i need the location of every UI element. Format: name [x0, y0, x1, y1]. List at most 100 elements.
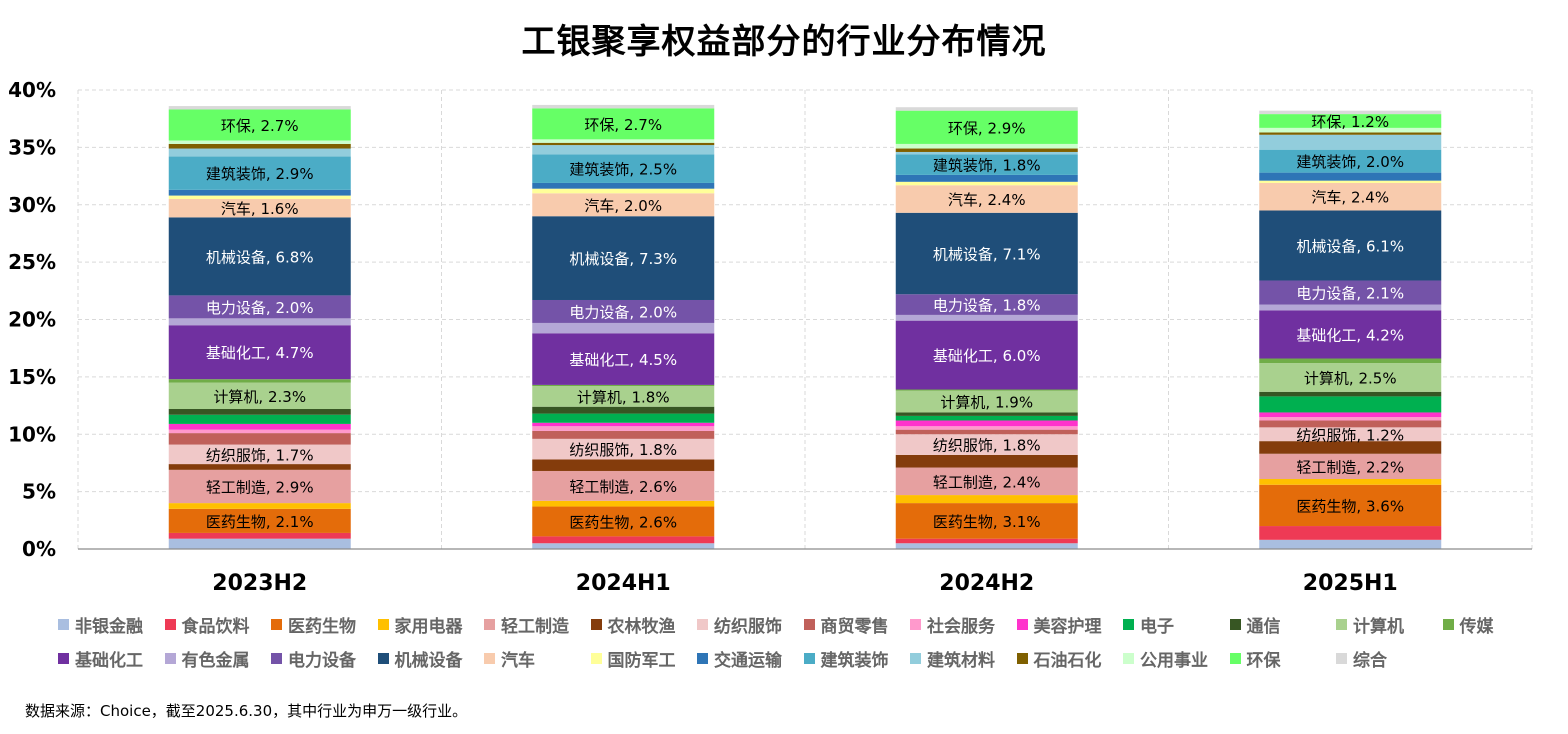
y-tick-label: 30%	[8, 193, 56, 217]
data-label: 计算机, 1.9%	[940, 394, 1033, 412]
bar-segment	[532, 216, 715, 300]
data-label: 环保, 1.2%	[1311, 113, 1389, 131]
bar-segment	[1259, 479, 1442, 485]
data-label: 汽车, 2.4%	[948, 191, 1026, 209]
legend-label: 纺织服饰	[714, 616, 782, 637]
bar-segment	[1259, 396, 1442, 413]
legend-swatch	[803, 652, 815, 664]
data-label: 纺织服饰, 1.7%	[206, 446, 314, 464]
legend-item: 美容护理	[1016, 612, 1102, 637]
bar-segment	[532, 426, 715, 431]
y-tick-label: 15%	[8, 365, 56, 389]
data-label: 基础化工, 4.7%	[206, 344, 314, 362]
legend-swatch	[484, 652, 495, 664]
data-label: 基础化工, 4.2%	[1296, 326, 1404, 344]
bar-segment	[1259, 417, 1442, 421]
bar-segment	[168, 295, 351, 319]
bar-segment	[168, 143, 351, 149]
legend-swatch	[590, 652, 602, 664]
legend-label: 农林牧渔	[607, 616, 676, 637]
legend-item: 建筑装饰	[803, 646, 889, 671]
legend-label: 综合	[1353, 650, 1387, 671]
bar-segment	[895, 143, 1078, 149]
bar-segment	[168, 508, 351, 533]
legend-swatch	[271, 652, 282, 664]
legend-swatch	[1016, 618, 1028, 630]
legend-label: 电子	[1140, 616, 1174, 637]
y-tick-label: 40%	[8, 78, 56, 102]
bar-segment	[532, 193, 715, 217]
legend-label: 有色金属	[181, 650, 250, 671]
legend-item: 商贸零售	[803, 612, 889, 637]
data-label: 计算机, 2.5%	[1304, 369, 1397, 387]
bar-segment	[168, 469, 351, 504]
bar-segment	[532, 500, 715, 507]
bar-segment	[168, 464, 351, 470]
data-label: 计算机, 2.3%	[213, 388, 306, 406]
bar-segment	[532, 430, 715, 439]
bar-segment	[532, 543, 715, 549]
legend-swatch	[697, 652, 708, 664]
data-label: 电力设备, 1.8%	[933, 297, 1041, 315]
chart-title: 工银聚享权益部分的行业分布情况	[521, 22, 1047, 62]
bar-segment	[1259, 127, 1442, 133]
bar-segment	[168, 423, 351, 430]
bar-segment	[532, 145, 715, 155]
legend-item: 传媒	[1442, 612, 1494, 637]
bar-segment	[1259, 149, 1442, 173]
bar-segment	[168, 379, 351, 383]
bar-segment	[1259, 110, 1442, 115]
bar-segment	[168, 199, 351, 218]
bar-segment	[895, 454, 1078, 468]
bar-segment	[532, 104, 715, 109]
legend-item: 纺织服饰	[697, 612, 782, 637]
legend-swatch	[164, 652, 176, 664]
bar-segment	[1259, 182, 1442, 211]
source-note: 数据来源：Choice，截至2025.6.30，其中行业为申万一级行业。	[25, 702, 468, 720]
legend-swatch	[58, 618, 69, 630]
legend-swatch	[1336, 652, 1347, 664]
data-label: 轻工制造, 2.4%	[933, 473, 1041, 491]
bar-segment	[168, 538, 351, 549]
x-tick-label: 2025H1	[1303, 571, 1398, 596]
y-tick-label: 20%	[8, 308, 56, 332]
legend-item: 社会服务	[910, 612, 995, 637]
bar-segment	[1259, 180, 1442, 183]
legend-item: 综合	[1336, 646, 1387, 671]
legend-item: 电力设备	[271, 646, 356, 671]
legend-swatch	[1016, 652, 1028, 664]
bar-segment	[168, 318, 351, 326]
data-label: 机械设备, 7.3%	[569, 250, 677, 268]
bar-segment	[1259, 526, 1442, 540]
data-label: 轻工制造, 2.6%	[569, 478, 677, 496]
legend-item: 非银金融	[58, 612, 143, 637]
bar-segment	[168, 217, 351, 296]
data-label: 纺织服饰, 1.8%	[569, 441, 677, 459]
bar-segment	[168, 189, 351, 196]
bar-segment	[895, 412, 1078, 416]
bar-segment	[895, 181, 1078, 186]
bar-segment	[1259, 358, 1442, 364]
bar-segment	[532, 386, 715, 407]
legend-item: 轻工制造	[484, 612, 569, 637]
y-tick-label: 10%	[8, 422, 56, 446]
bar-segment	[168, 109, 351, 141]
bar-segment	[895, 110, 1078, 144]
legend-swatch	[590, 618, 602, 630]
data-label: 环保, 2.7%	[221, 117, 299, 135]
bar-segment	[532, 139, 715, 143]
legend-item: 交通运输	[697, 646, 782, 671]
legend-item: 农林牧渔	[590, 612, 676, 637]
legend-swatch	[58, 652, 69, 664]
legend-label: 美容护理	[1033, 616, 1102, 637]
bar-segment	[168, 532, 351, 539]
legend-label: 家用电器	[394, 616, 463, 637]
legend-swatch	[484, 618, 495, 630]
bar-segment	[532, 422, 715, 427]
y-tick-label: 5%	[22, 480, 56, 504]
legend-swatch	[1442, 618, 1454, 630]
bar-segment	[532, 438, 715, 460]
x-tick-label: 2024H1	[576, 571, 671, 596]
bar-segment	[895, 390, 1078, 413]
data-label: 环保, 2.7%	[584, 116, 662, 134]
